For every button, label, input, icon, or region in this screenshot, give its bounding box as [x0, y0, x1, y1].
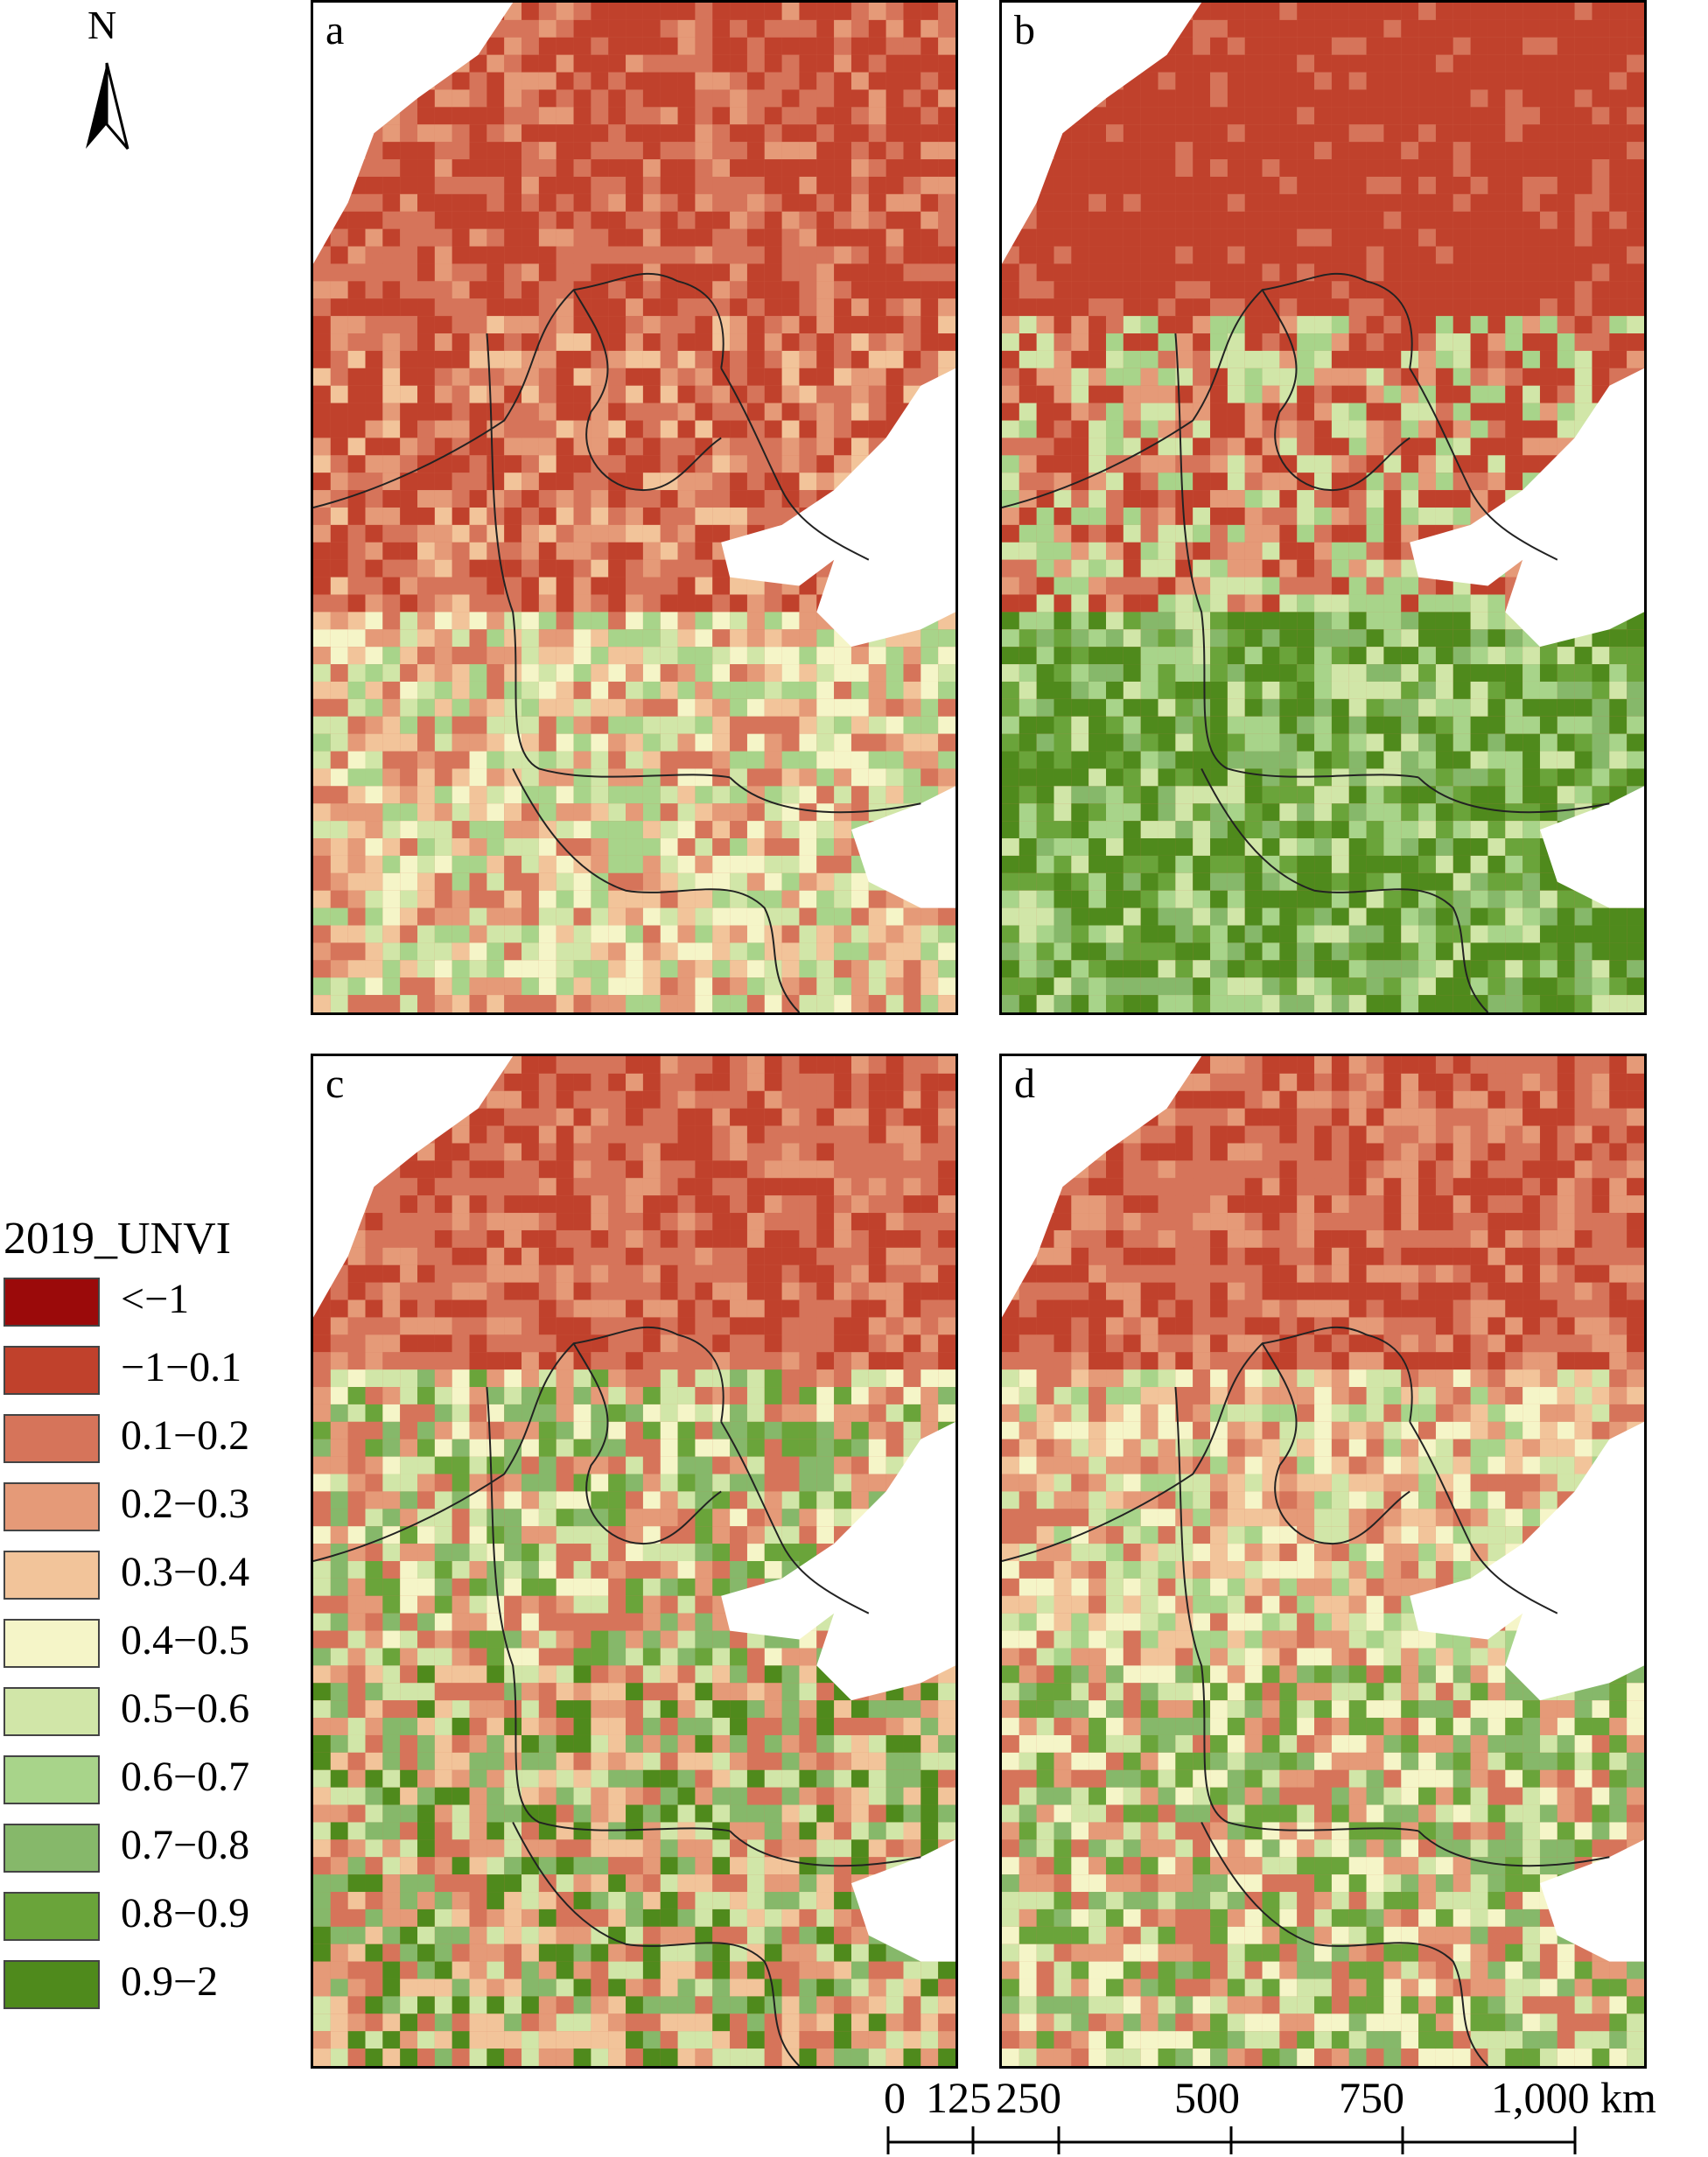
legend-item: 0.3−0.4: [0, 1544, 311, 1612]
legend-swatch: [4, 1960, 100, 2009]
north-letter: N: [88, 3, 117, 47]
map-raster-d: [1002, 1056, 1644, 2066]
legend-item: <−1: [0, 1271, 311, 1339]
legend-item: 0.7−0.8: [0, 1817, 311, 1885]
outside-area: [313, 3, 514, 264]
sea-bohai: [721, 368, 956, 648]
province-boundary: [1174, 333, 1419, 779]
legend-label: 0.8−0.9: [121, 1890, 250, 1936]
map-panel-b: b: [999, 0, 1647, 1015]
scale-bar-line: [886, 2126, 1577, 2154]
north-arrow: N: [72, 3, 150, 150]
province-boundary: [486, 1386, 731, 1832]
legend-swatch: [4, 1414, 100, 1463]
legend: 2019_UNVI <−1 −1−0.1 0.1−0.2 0.2−0.3 0.3−0.4…: [0, 1216, 311, 2021]
map-panel-d: d: [999, 1054, 1647, 2069]
scale-label-1000: 1,000 km: [1491, 2073, 1656, 2122]
legend-item: 0.8−0.9: [0, 1885, 311, 1953]
province-boundary: [512, 768, 801, 1012]
legend-item: 0.6−0.7: [0, 1748, 311, 1817]
legend-label: 0.2−0.3: [121, 1481, 250, 1527]
sea-bohai: [721, 1421, 956, 1701]
province-boundary: [486, 333, 731, 779]
outside-area: [1002, 1056, 1202, 1318]
province-boundary: [720, 368, 870, 561]
province-boundary: [1409, 1421, 1558, 1614]
province-boundary: [572, 1342, 722, 1545]
panel-label-a: a: [326, 7, 345, 53]
outside-area: [313, 1056, 514, 1318]
sea-yellow: [1539, 1839, 1644, 1962]
map-panel-a: a: [311, 0, 958, 1015]
province-boundary: [1418, 776, 1610, 814]
province-boundary: [729, 1830, 921, 1867]
sea-yellow: [850, 786, 956, 908]
province-boundary: [572, 289, 722, 492]
panel-label-d: d: [1014, 1061, 1035, 1107]
legend-swatch: [4, 1892, 100, 1941]
panel-label-b: b: [1014, 7, 1035, 53]
legend-item: 0.9−2: [0, 1953, 311, 2021]
scale-label-500: 500: [1174, 2073, 1240, 2122]
sea-bohai: [1410, 368, 1644, 648]
province-boundary: [313, 272, 724, 508]
legend-label: −1−0.1: [121, 1344, 242, 1390]
legend-swatch: [4, 1278, 100, 1327]
legend-swatch: [4, 1482, 100, 1531]
map-raster-b: [1002, 3, 1644, 1012]
province-boundary: [1418, 1830, 1610, 1867]
legend-label: <−1: [121, 1276, 190, 1322]
province-boundary: [512, 1822, 801, 2066]
scale-label-250: 250: [996, 2073, 1061, 2122]
legend-item: 0.5−0.6: [0, 1680, 311, 1748]
legend-swatch: [4, 1346, 100, 1395]
sea-yellow: [850, 1839, 956, 1962]
legend-item: 0.4−0.5: [0, 1612, 311, 1680]
province-boundary: [1200, 1822, 1489, 2066]
scale-bar: 0 125 250 500 750 1,000 km: [866, 2074, 1706, 2157]
legend-swatch: [4, 1551, 100, 1600]
legend-label: 0.3−0.4: [121, 1549, 250, 1595]
province-boundary: [720, 1421, 870, 1614]
legend-swatch: [4, 1824, 100, 1873]
province-boundary: [1261, 1342, 1410, 1545]
map-panel-c: c: [311, 1054, 958, 2069]
legend-swatch: [4, 1755, 100, 1804]
legend-item: 0.1−0.2: [0, 1407, 311, 1475]
legend-label: 0.4−0.5: [121, 1617, 250, 1663]
legend-label: 0.6−0.7: [121, 1754, 250, 1800]
province-boundary: [1200, 768, 1489, 1012]
legend-label: 0.9−2: [121, 1958, 219, 2005]
north-arrow-icon: [86, 62, 130, 150]
legend-label: 0.7−0.8: [121, 1822, 250, 1868]
scale-label-125: 125: [926, 2073, 991, 2122]
legend-swatch: [4, 1687, 100, 1736]
province-boundary: [1174, 1386, 1419, 1832]
legend-title: 2019_UNVI: [4, 1214, 231, 1264]
scale-label-0: 0: [884, 2073, 906, 2122]
legend-label: 0.5−0.6: [121, 1685, 250, 1732]
legend-swatch: [4, 1619, 100, 1668]
panel-label-c: c: [326, 1061, 345, 1107]
province-boundary: [313, 1326, 724, 1562]
sea-bohai: [1410, 1421, 1644, 1701]
legend-item: −1−0.1: [0, 1339, 311, 1407]
scale-label-750: 750: [1339, 2073, 1404, 2122]
province-boundary: [1002, 272, 1413, 508]
legend-label: 0.1−0.2: [121, 1412, 250, 1459]
map-raster-c: [313, 1056, 956, 2066]
sea-yellow: [1539, 786, 1644, 908]
province-boundary: [1002, 1326, 1413, 1562]
outside-area: [1002, 3, 1202, 264]
province-boundary: [1409, 368, 1558, 561]
province-boundary: [1261, 289, 1410, 492]
legend-rows: <−1 −1−0.1 0.1−0.2 0.2−0.3 0.3−0.4 0.4−0.5 0.5…: [0, 1271, 311, 2021]
province-boundary: [729, 776, 921, 814]
legend-item: 0.2−0.3: [0, 1475, 311, 1544]
map-raster-a: [313, 3, 956, 1012]
